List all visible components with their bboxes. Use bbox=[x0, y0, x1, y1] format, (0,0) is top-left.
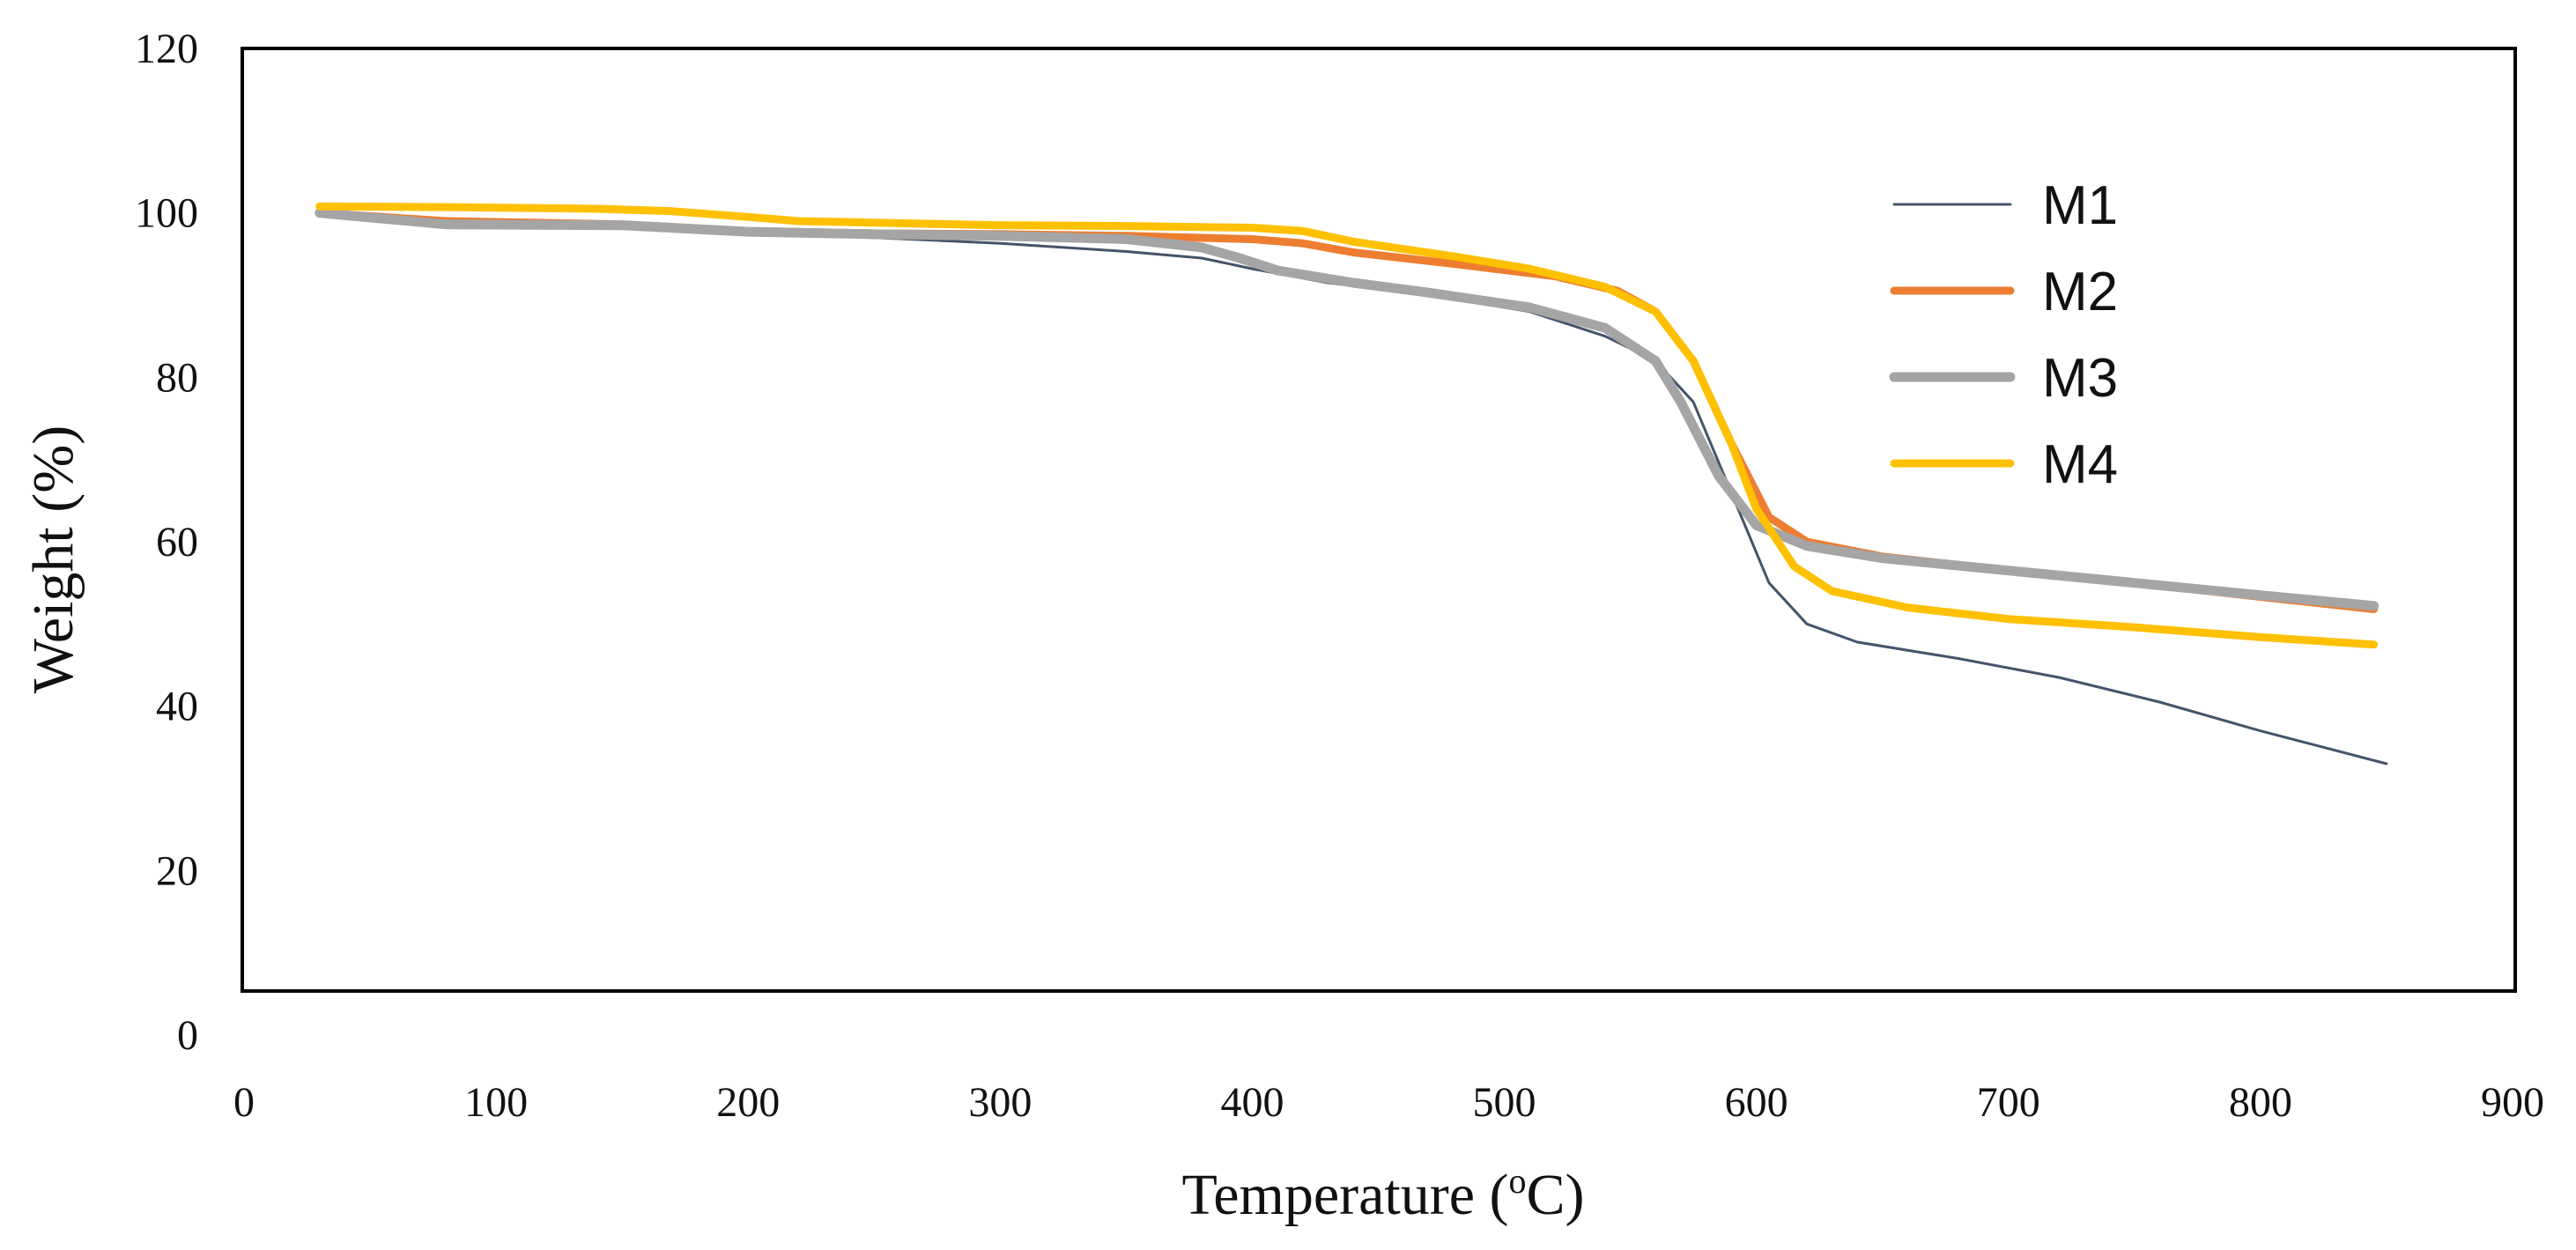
x-tick-label: 300 bbox=[968, 1079, 1032, 1126]
series-layer bbox=[315, 202, 2388, 766]
x-tick-label: 0 bbox=[233, 1079, 255, 1126]
legend: M1 M2 M3 M4 bbox=[1889, 175, 2118, 495]
x-tick-label: 600 bbox=[1725, 1079, 1788, 1126]
legend-label-m2: M2 bbox=[2042, 262, 2118, 322]
series-line-m3 bbox=[315, 208, 2380, 611]
series-line-m4 bbox=[315, 202, 2379, 649]
x-axis-title-main: Temperature ( bbox=[1182, 1163, 1509, 1227]
y-tick-label: 120 bbox=[135, 26, 198, 72]
x-axis-title-superscript: o bbox=[1509, 1161, 1527, 1201]
x-axis-title-tail: C) bbox=[1527, 1163, 1585, 1227]
legend-label-m3: M3 bbox=[2042, 348, 2118, 409]
x-axis-title: Temperature (oC) bbox=[1182, 1161, 1585, 1227]
plot-area-frame bbox=[241, 47, 2517, 993]
x-tick-label: 400 bbox=[1220, 1079, 1284, 1126]
x-tick-label: 700 bbox=[1977, 1079, 2040, 1126]
x-tick-label: 500 bbox=[1473, 1079, 1536, 1126]
x-tick-label: 200 bbox=[716, 1079, 780, 1126]
y-axis-ticks: 0 20 40 60 80 100 120 bbox=[135, 26, 198, 1059]
x-tick-label: 900 bbox=[2481, 1079, 2544, 1126]
y-tick-label: 80 bbox=[156, 354, 198, 401]
y-axis-title: Weight (%) bbox=[21, 425, 85, 693]
x-axis-ticks: 0 100 200 300 400 500 600 700 800 900 bbox=[233, 1079, 2544, 1126]
y-tick-label: 20 bbox=[156, 847, 198, 894]
y-tick-label: 40 bbox=[156, 684, 198, 730]
x-tick-label: 100 bbox=[464, 1079, 528, 1126]
x-tick-label: 800 bbox=[2229, 1079, 2292, 1126]
y-tick-label: 100 bbox=[135, 190, 198, 237]
y-tick-label: 60 bbox=[156, 519, 198, 566]
legend-label-m1: M1 bbox=[2042, 175, 2118, 236]
legend-label-m4: M4 bbox=[2042, 434, 2118, 495]
y-tick-label: 0 bbox=[177, 1012, 198, 1059]
